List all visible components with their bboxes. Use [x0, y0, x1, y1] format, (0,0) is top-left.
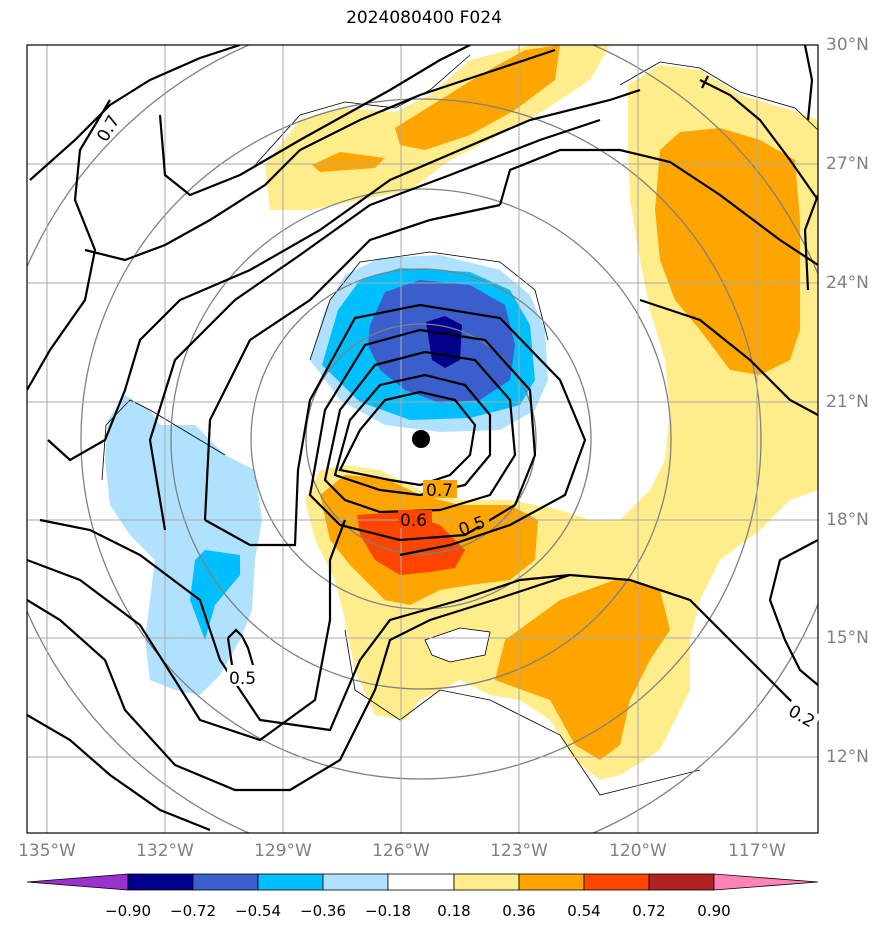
map-title: 2024080400 F024 [346, 8, 502, 28]
colorbar-segment [583, 873, 650, 891]
lon-label-129w: 129°W [254, 841, 312, 861]
colorbar-tick-label: 0.18 [437, 902, 471, 920]
lon-label-123w: 123°W [490, 841, 548, 861]
shade-deepskyblue-west [190, 550, 240, 640]
map-frame [26, 44, 819, 834]
colorbar-segment [453, 873, 520, 891]
shade-lightblue-west [105, 395, 262, 695]
lon-label-126w: 126°W [372, 841, 430, 861]
lon-label-117w: 117°W [728, 841, 786, 861]
lat-label-21n: 21°N [826, 392, 869, 412]
shade-orange-south [495, 578, 670, 760]
shade-white-hole [425, 628, 490, 662]
storm-center-marker [412, 430, 430, 448]
shade-orange-east [655, 128, 800, 375]
shade-red-center [357, 512, 465, 575]
lat-label-27n: 27°N [826, 154, 869, 174]
colorbar-extend-low [26, 873, 129, 891]
lat-label-24n: 24°N [826, 273, 869, 293]
colorbar-segment [192, 873, 259, 891]
colorbar-tick-label: −0.36 [300, 902, 346, 920]
colorbar-segment [518, 873, 585, 891]
colorbar [26, 873, 819, 891]
lat-label-15n: 15°N [826, 628, 869, 648]
colorbar-segment [127, 873, 194, 891]
colorbar-tick-label: −0.54 [235, 902, 281, 920]
colorbar-tick-label: 0.90 [697, 902, 731, 920]
lat-label-12n: 12°N [826, 747, 869, 767]
colorbar-tick-label: 0.54 [567, 902, 601, 920]
colorbar-tick-label: 0.72 [632, 902, 666, 920]
colorbar-tick-label: −0.72 [170, 902, 216, 920]
lon-label-135w: 135°W [18, 841, 76, 861]
colorbar-tick-label: −0.18 [365, 902, 411, 920]
contour-label: 0.7 [426, 481, 453, 501]
lon-label-120w: 120°W [609, 841, 667, 861]
contour-label: 0.5 [229, 669, 256, 689]
colorbar-tick-label: 0.36 [502, 902, 536, 920]
colorbar-segment [387, 873, 455, 891]
colorbar-segment [322, 873, 389, 891]
lon-label-132w: 132°W [136, 841, 194, 861]
lat-label-18n: 18°N [826, 510, 869, 530]
shade-orange-north-small [312, 152, 385, 172]
lat-label-30n: 30°N [826, 35, 869, 55]
contour-label: 0.6 [400, 511, 427, 531]
colorbar-tick-label: −0.90 [105, 902, 151, 920]
colorbar-segment [648, 873, 715, 891]
colorbar-extend-high [713, 873, 819, 891]
colorbar-segment [257, 873, 324, 891]
